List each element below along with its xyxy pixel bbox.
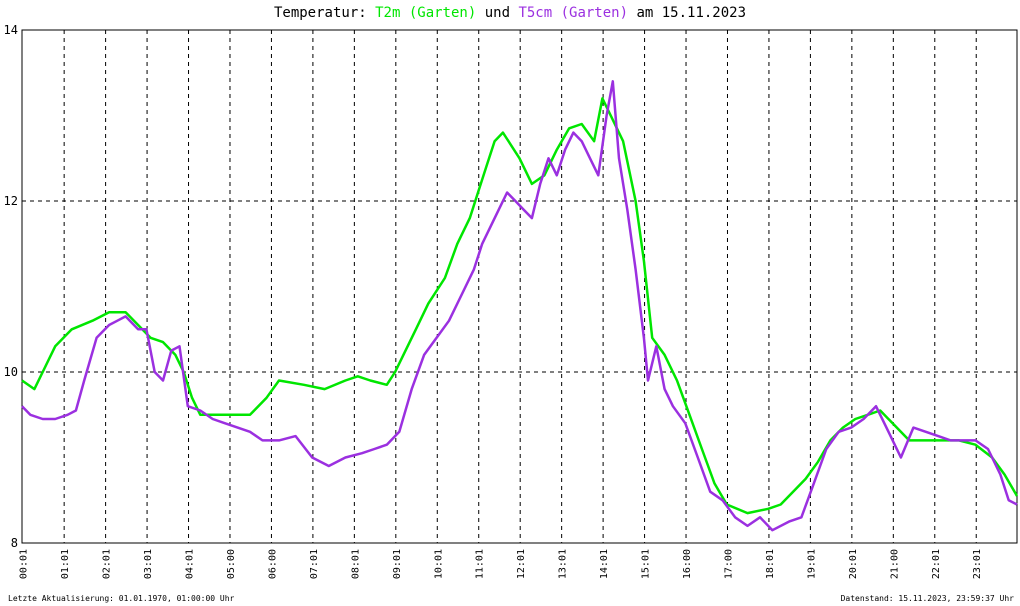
x-tick-label: 03:01 — [143, 549, 154, 579]
x-tick-label: 07:01 — [309, 549, 320, 579]
title-series-t2m: T2m (Garten) — [375, 5, 477, 21]
title-suffix: am 15.11.2023 — [628, 5, 747, 21]
x-tick-label: 17:00 — [723, 549, 734, 579]
x-tick-label: 22:01 — [931, 549, 942, 579]
x-tick-label: 20:01 — [848, 549, 859, 579]
last-update-text: Letzte Aktualisierung: 01.01.1970, 01:00… — [8, 594, 235, 603]
title-series-t5cm: T5cm (Garten) — [518, 5, 629, 21]
x-tick-label: 02:01 — [102, 549, 113, 579]
title-connector: und — [476, 5, 519, 21]
title-prefix: Temperatur: — [273, 5, 376, 21]
x-tick-label: 10:01 — [433, 549, 444, 579]
x-tick-label: 18:01 — [765, 549, 776, 579]
x-tick-label: 01:01 — [60, 549, 71, 579]
x-tick-label: 04:01 — [185, 549, 196, 579]
x-tick-label: 06:00 — [267, 549, 278, 579]
series-line-t2m — [21, 97, 1019, 515]
y-tick-label: 8 — [11, 536, 18, 550]
x-tick-label: 23:01 — [972, 549, 983, 579]
x-tick-label: 05:00 — [226, 549, 237, 579]
x-tick-label: 09:01 — [392, 549, 403, 579]
x-tick-label: 08:01 — [350, 549, 361, 579]
x-tick-label: 19:01 — [806, 549, 817, 579]
data-status-text: Datenstand: 15.11.2023, 23:59:37 Uhr — [840, 594, 1014, 603]
series-line-t5cm — [21, 80, 1018, 532]
x-tick-label: 11:01 — [475, 549, 486, 579]
x-tick-label: 14:01 — [599, 549, 610, 579]
y-tick-label: 12 — [4, 194, 18, 208]
plot-frame — [21, 29, 1018, 544]
x-tick-label: 16:00 — [682, 549, 693, 579]
x-tick-label: 15:01 — [641, 549, 652, 579]
x-tick-label: 00:01 — [19, 549, 30, 579]
y-tick-label: 14 — [4, 23, 18, 37]
x-tick-label: 13:01 — [558, 549, 569, 579]
y-tick-label: 10 — [4, 365, 18, 379]
x-tick-label: 12:01 — [516, 549, 527, 579]
x-tick-label: 21:00 — [889, 549, 900, 579]
chart-title: Temperatur: T2m (Garten) und T5cm (Garte… — [0, 5, 1020, 21]
